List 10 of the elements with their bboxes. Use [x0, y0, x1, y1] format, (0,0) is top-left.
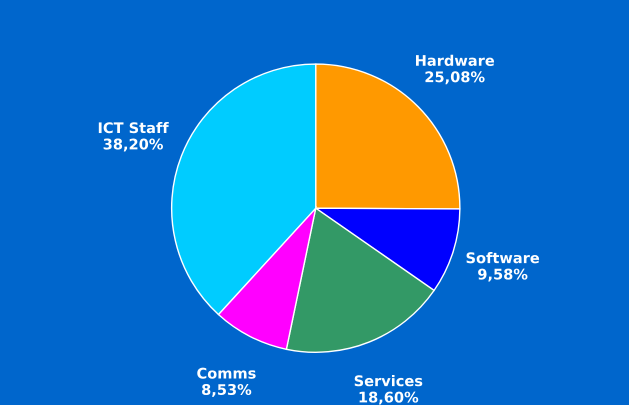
slice-label: Hardware — [416, 54, 494, 66]
data-label: 25,08% — [425, 71, 485, 84]
slice-label: Services — [354, 375, 422, 386]
data-label: 38,20% — [104, 138, 163, 152]
data-label: 8,53% — [202, 384, 252, 397]
data-label: 9,58% — [478, 268, 528, 282]
slice-label: Comms — [197, 368, 256, 379]
slice-label: ICT Staff — [98, 122, 169, 134]
data-label: 18,60% — [360, 392, 418, 404]
slice-label: Software — [466, 252, 540, 264]
